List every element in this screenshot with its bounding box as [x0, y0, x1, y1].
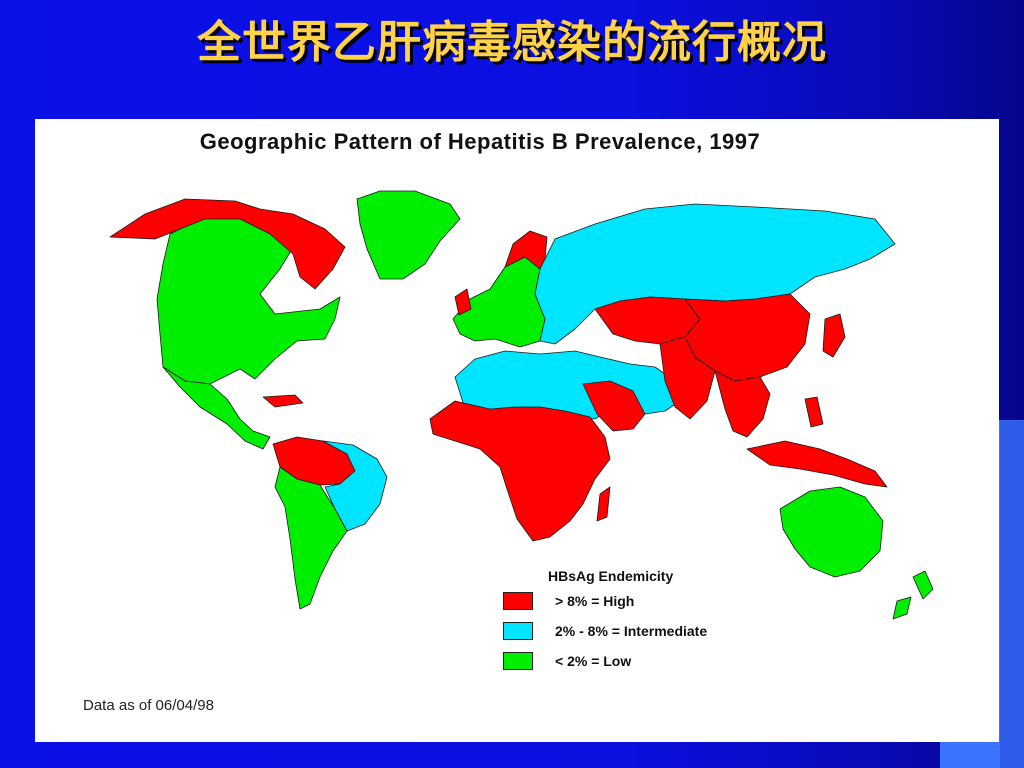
- region-greenland: [356, 190, 461, 280]
- legend-swatch-low: [503, 652, 533, 670]
- region-south-asia: [659, 336, 716, 420]
- region-southeast-asia: [714, 370, 771, 438]
- legend-item-high: > 8% = High: [503, 591, 634, 611]
- map-panel: Geographic Pattern of Hepatitis B Preval…: [35, 119, 999, 742]
- region-japan: [822, 313, 846, 358]
- legend-item-intermediate: 2% - 8% = Intermediate: [503, 621, 707, 641]
- region-canadian-arctic: [109, 198, 346, 290]
- world-map: [109, 190, 934, 620]
- region-madagascar: [596, 486, 611, 522]
- legend-item-low: < 2% = Low: [503, 651, 631, 671]
- region-southern-south-america: [274, 466, 348, 610]
- region-caribbean: [262, 394, 304, 408]
- data-note: Data as of 06/04/98: [83, 697, 214, 714]
- region-british-isles: [454, 288, 472, 316]
- decorative-block-shade: [1000, 420, 1024, 768]
- legend-title: HBsAg Endemicity: [548, 568, 674, 584]
- region-philippines: [804, 396, 824, 428]
- region-central-america: [162, 366, 271, 450]
- legend-swatch-high: [503, 592, 533, 610]
- region-scandinavia: [504, 230, 548, 270]
- legend-swatch-intermediate: [503, 622, 533, 640]
- legend-label-high: > 8% = High: [555, 593, 635, 609]
- region-arabian-peninsula: [582, 380, 646, 432]
- slide-title: 全世界乙肝病毒感染的流行概况: [197, 17, 827, 68]
- region-indonesia: [746, 440, 888, 488]
- legend-label-intermediate: 2% - 8% = Intermediate: [555, 623, 708, 639]
- map-title: Geographic Pattern of Hepatitis B Preval…: [199, 129, 761, 154]
- region-sub-saharan-africa: [429, 400, 611, 542]
- legend-label-low: < 2% = Low: [555, 653, 632, 669]
- region-australia: [779, 486, 884, 578]
- region-new-zealand: [892, 570, 934, 620]
